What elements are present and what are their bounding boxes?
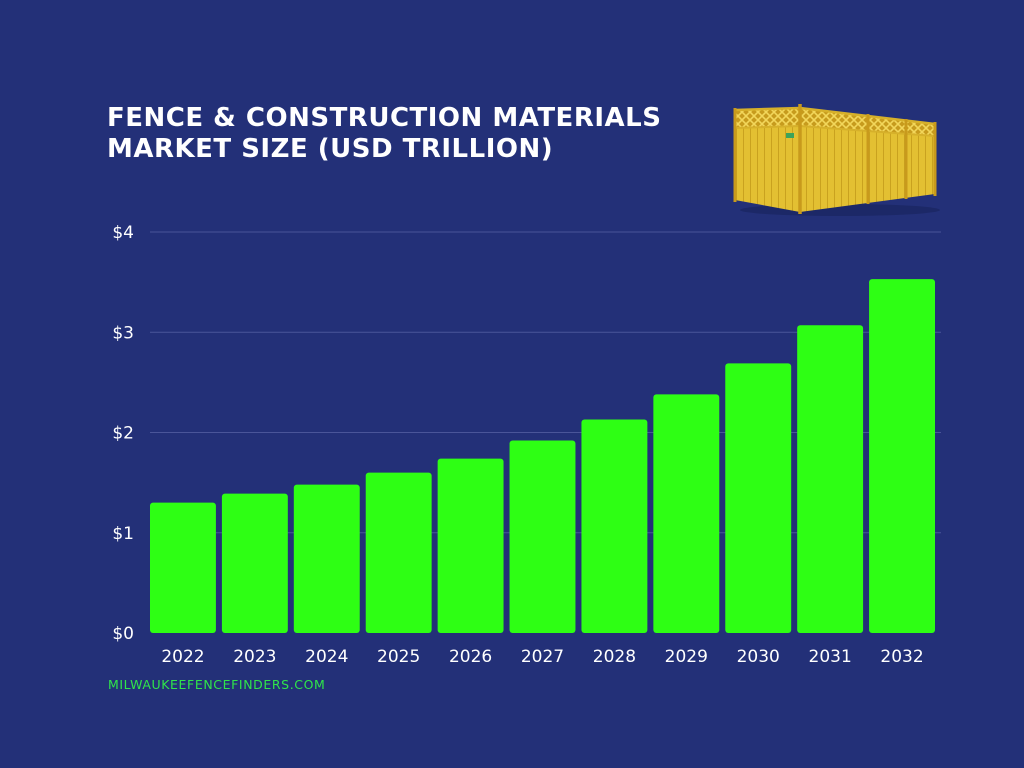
- bar-2025: [365, 472, 432, 633]
- chart-title: Fence & Construction Materials Market Si…: [107, 103, 661, 165]
- bar-2029: [653, 394, 720, 633]
- x-tick-label: 2029: [665, 647, 708, 667]
- bar-2024: [293, 484, 360, 633]
- y-axis-ticks: $0 $1 $2 $3 $4: [112, 223, 134, 644]
- x-tick-label: 2027: [521, 647, 564, 667]
- bar-2032: [869, 279, 935, 633]
- y-tick-label: $1: [112, 524, 134, 544]
- bar-2023: [221, 493, 288, 633]
- y-tick-label: $4: [112, 223, 134, 243]
- chart-title-line-2: Market Size (USD Trillion): [107, 134, 554, 164]
- bar-2028: [581, 419, 648, 633]
- x-tick-label: 2022: [161, 647, 204, 667]
- x-tick-label: 2030: [737, 647, 780, 667]
- y-tick-label: $0: [112, 624, 134, 644]
- website-footer: MILWAUKEEFENCEFINDERS.COM: [108, 677, 326, 692]
- x-tick-label: 2025: [377, 647, 420, 667]
- chart-title-line-1: Fence & Construction Materials: [107, 103, 662, 133]
- x-tick-label: 2026: [449, 647, 492, 667]
- bar-2030: [725, 363, 792, 633]
- y-tick-label: $3: [112, 323, 134, 343]
- x-tick-label: 2023: [233, 647, 276, 667]
- fence-icon: [733, 104, 940, 216]
- x-tick-label: 2031: [809, 647, 852, 667]
- bars: [150, 279, 935, 633]
- bar-2031: [797, 325, 864, 633]
- y-tick-label: $2: [112, 424, 134, 444]
- bar-2026: [437, 458, 504, 633]
- x-tick-label: 2032: [880, 647, 923, 667]
- x-tick-label: 2024: [305, 647, 348, 667]
- x-tick-label: 2028: [593, 647, 636, 667]
- bar-2027: [509, 440, 576, 633]
- bar-2022: [150, 502, 216, 633]
- x-axis-ticks: 2022 2023 2024 2025 2026 2027 2028 2029 2030 2031…: [161, 647, 923, 667]
